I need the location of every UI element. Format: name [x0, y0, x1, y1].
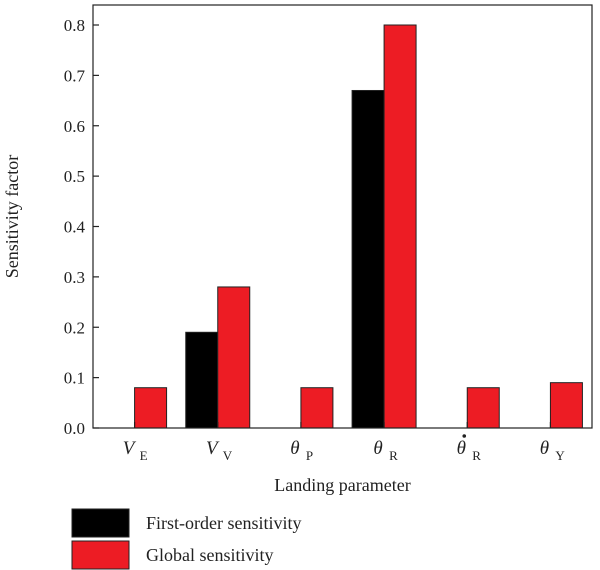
x-tick-symbol: θ — [457, 438, 466, 459]
y-tick-label: 0.7 — [64, 66, 86, 85]
plot-frame — [92, 4, 593, 429]
derivative-dot-icon — [462, 434, 467, 438]
x-tick-subscript: P — [306, 448, 313, 463]
x-tick-subscript: E — [140, 448, 148, 463]
bar-first-order-1 — [185, 331, 219, 429]
y-tick-label: 0.4 — [64, 218, 86, 237]
y-tick-label: 0.3 — [64, 268, 85, 287]
x-tick-subscript: R — [389, 448, 398, 463]
x-tick-subscript: V — [223, 448, 233, 463]
bar-global-3 — [383, 24, 417, 429]
y-axis-ticks: 0.0 0.1 0.2 0.3 0.4 0.5 0.6 0.7 0.8 — [64, 16, 99, 438]
bar-global-5 — [549, 382, 583, 429]
bar-global-0 — [134, 387, 168, 429]
x-axis-label: Landing parameter — [274, 475, 410, 495]
legend-swatch-global — [71, 540, 130, 570]
y-tick-label: 0.8 — [64, 16, 85, 35]
bar-first-order-3 — [351, 89, 385, 429]
y-tick-label: 0.0 — [64, 419, 85, 438]
y-axis-label: Sensitivity factor — [2, 155, 22, 278]
x-tick-symbol: θ — [373, 438, 382, 459]
legend-label-first-order: First-order sensitivity — [146, 513, 302, 533]
y-tick-label: 0.6 — [64, 117, 85, 136]
legend-swatch-first-order — [71, 508, 130, 538]
bar-global-4 — [466, 387, 500, 429]
x-tick-symbol: θ — [540, 438, 549, 459]
bars-group — [134, 24, 583, 429]
x-tick-symbol: θ — [290, 438, 299, 459]
x-tick-symbol: V — [123, 438, 137, 459]
legend: First-order sensitivity Global sensitivi… — [71, 508, 302, 570]
y-tick-label: 0.2 — [64, 318, 85, 337]
bar-global-1 — [217, 286, 251, 429]
x-tick-subscript: R — [472, 448, 481, 463]
legend-label-global: Global sensitivity — [146, 545, 274, 565]
x-tick-symbol: V — [206, 438, 220, 459]
y-tick-label: 0.1 — [64, 369, 85, 388]
bar-global-2 — [300, 387, 334, 429]
y-tick-label: 0.5 — [64, 167, 85, 186]
x-tick-subscript: Y — [555, 448, 565, 463]
